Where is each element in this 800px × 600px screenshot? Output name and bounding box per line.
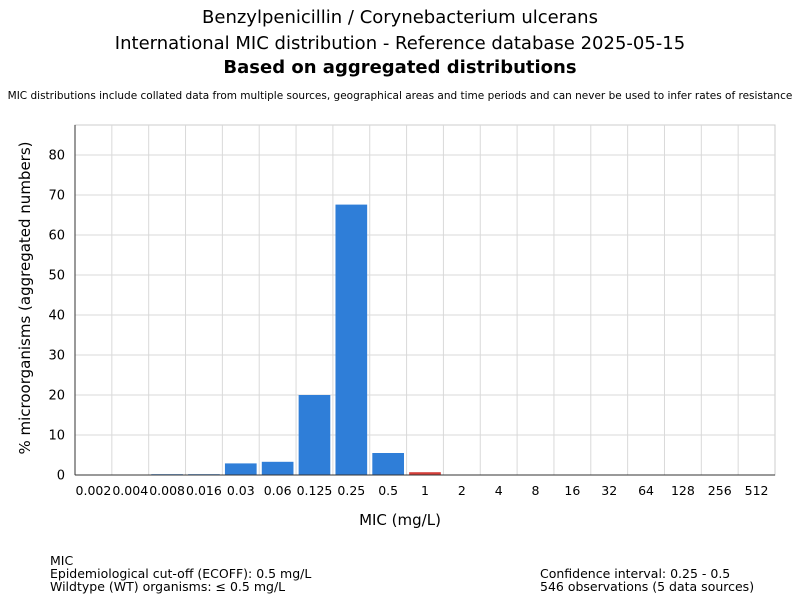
bar <box>372 453 404 475</box>
footer-wildtype: Wildtype (WT) organisms: ≤ 0.5 mg/L <box>50 579 286 594</box>
x-tick-label: 0.06 <box>264 483 292 498</box>
footer-observations: 546 observations (5 data sources) <box>540 579 755 594</box>
x-tick-label: 8 <box>532 483 540 498</box>
footer-mic-label: MIC <box>50 553 74 568</box>
grid-lines <box>74 124 776 476</box>
footer-ecoff: Epidemiological cut-off (ECOFF): 0.5 mg/… <box>50 566 312 581</box>
chart-subtitle: International MIC distribution - Referen… <box>114 33 686 54</box>
x-tick-label: 256 <box>708 483 732 498</box>
x-tick-label: 1 <box>421 483 429 498</box>
x-tick-label: 0.008 <box>149 483 185 498</box>
chart-disclaimer: MIC distributions include collated data … <box>7 90 793 102</box>
y-tick-label: 70 <box>48 189 65 204</box>
chart-subtitle-bold: Based on aggregated distributions <box>223 57 577 78</box>
y-tick-label: 60 <box>48 229 65 244</box>
y-tick-label: 0 <box>57 469 65 484</box>
x-tick-label: 0.125 <box>297 483 333 498</box>
x-tick-label: 4 <box>495 483 503 498</box>
x-tick-label: 512 <box>745 483 769 498</box>
y-axis-label: % microorganisms (aggregated numbers) <box>16 141 34 454</box>
bar <box>335 204 368 475</box>
x-tick-label: 64 <box>638 483 654 498</box>
x-tick-label: 0.25 <box>337 483 365 498</box>
x-tick-label: 128 <box>671 483 695 498</box>
bar <box>224 463 257 475</box>
x-tick-label: 0.5 <box>378 483 398 498</box>
bar <box>409 472 441 475</box>
footer-right: Confidence interval: 0.25 - 0.5 546 obse… <box>540 567 754 593</box>
y-tick-label: 30 <box>48 349 65 364</box>
x-tick-label: 0.004 <box>112 483 148 498</box>
plot-frame <box>74 124 776 476</box>
chart-title: Benzylpenicillin / Corynebacterium ulcer… <box>202 7 598 28</box>
bar <box>261 461 294 475</box>
x-axis-label: MIC (mg/L) <box>359 511 441 529</box>
y-tick-label: 10 <box>48 429 65 444</box>
x-tick-label: 0.016 <box>186 483 222 498</box>
bars <box>151 204 441 475</box>
footer-left: MIC Epidemiological cut-off (ECOFF): 0.5… <box>50 554 311 593</box>
y-tick-label: 50 <box>48 269 65 284</box>
x-tick-label: 32 <box>601 483 617 498</box>
y-tick-label: 40 <box>48 309 65 324</box>
y-tick-label: 20 <box>48 389 65 404</box>
x-tick-label: 2 <box>458 483 466 498</box>
x-tick-label: 0.002 <box>76 483 112 498</box>
bar <box>298 395 331 475</box>
x-tick-label: 0.03 <box>227 483 255 498</box>
tick-labels: 0 10 20 30 40 50 60 70 80 0.002 0.004 0.008 0.016 0.0… <box>48 149 768 499</box>
footer-confidence-interval: Confidence interval: 0.25 - 0.5 <box>540 566 731 581</box>
x-tick-label: 16 <box>564 483 580 498</box>
axes <box>74 125 775 476</box>
y-tick-label: 80 <box>48 149 65 164</box>
